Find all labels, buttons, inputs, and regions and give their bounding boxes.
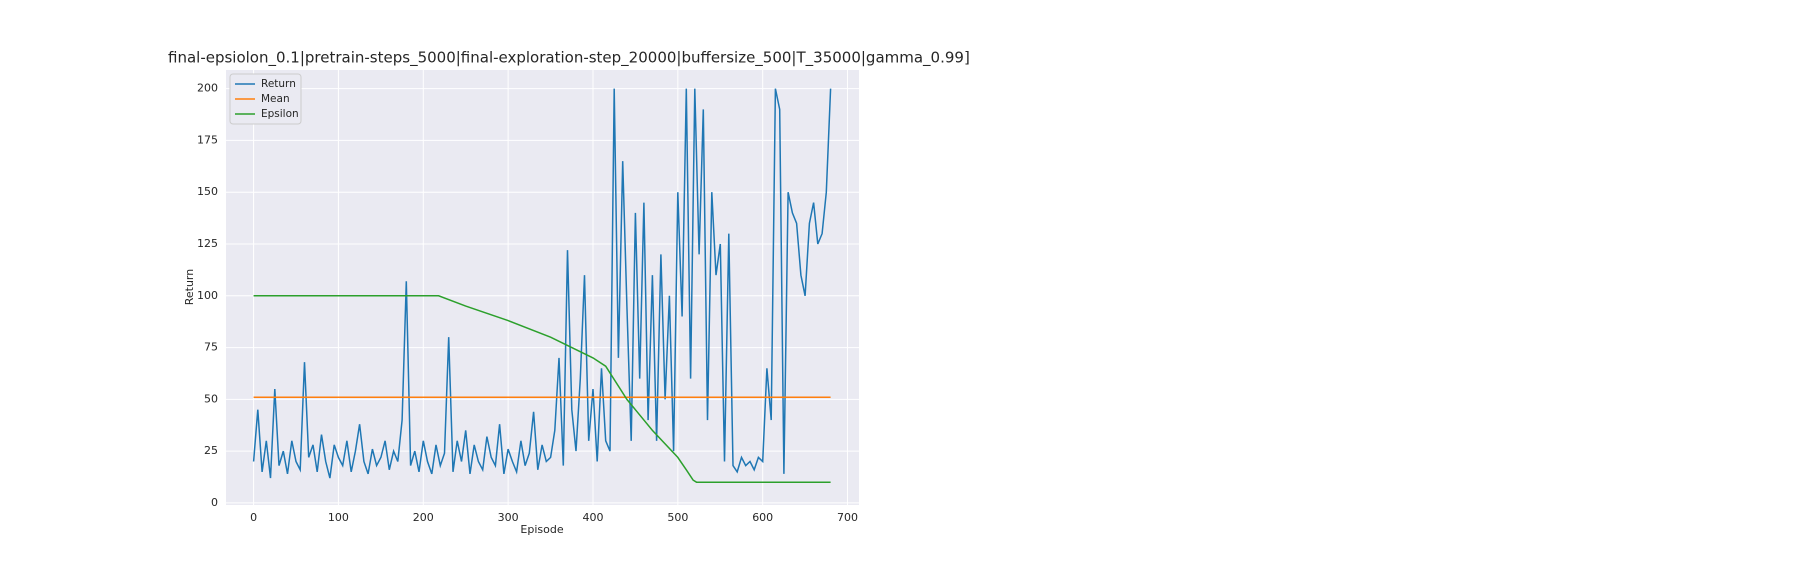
x-tick-label: 500 (667, 511, 688, 524)
plot-background (226, 70, 859, 505)
x-tick-label: 400 (582, 511, 603, 524)
x-tick-label: 700 (837, 511, 858, 524)
y-tick-label: 75 (204, 341, 218, 354)
line-series (253, 295, 831, 483)
y-tick-label: 175 (197, 133, 218, 146)
y-tick-label: 25 (204, 444, 218, 457)
x-tick-label: 200 (413, 511, 434, 524)
y-tick-label: 100 (197, 289, 218, 302)
legend-label: Epsilon (261, 108, 299, 120)
legend-box (229, 73, 302, 125)
legend-label: Mean (261, 93, 290, 105)
y-tick-label: 200 (197, 82, 218, 95)
x-axis-label: Episode (520, 523, 563, 536)
x-tick-label: 600 (752, 511, 773, 524)
y-axis-label: Return (183, 269, 196, 306)
chart-title: final-epsiolon_0.1|pretrain-steps_5000|f… (168, 49, 970, 68)
x-tick-label: 100 (328, 511, 349, 524)
x-tick-label: 0 (250, 511, 257, 524)
y-tick-label: 0 (211, 496, 218, 509)
y-tick-label: 125 (197, 237, 218, 250)
x-tick-label: 300 (498, 511, 519, 524)
y-tick-label: 150 (197, 185, 218, 198)
line-series (252, 88, 832, 479)
legend-label: Return (261, 78, 296, 90)
y-tick-label: 50 (204, 392, 218, 405)
